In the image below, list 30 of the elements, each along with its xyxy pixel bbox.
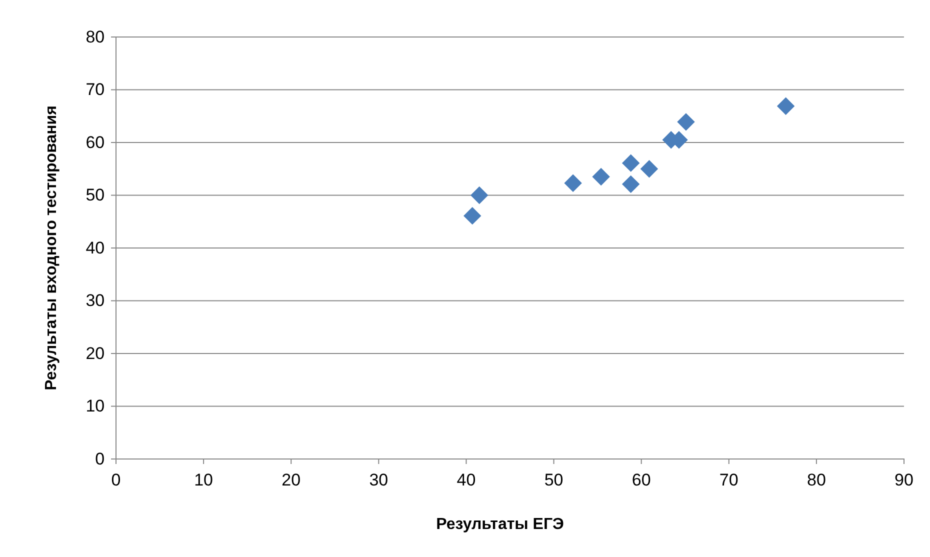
y-tick-label: 40 bbox=[86, 238, 105, 258]
x-axis-title: Результаты ЕГЭ bbox=[436, 516, 564, 533]
y-axis-title: Результаты входного тестирования bbox=[43, 106, 60, 390]
point bbox=[463, 206, 482, 225]
point bbox=[776, 97, 795, 115]
y-tick-label: 80 bbox=[86, 27, 105, 46]
y-tick-label: 30 bbox=[86, 291, 105, 310]
y-tick-label: 20 bbox=[86, 344, 105, 363]
point bbox=[640, 160, 658, 178]
x-tick-label: 50 bbox=[544, 470, 564, 490]
x-tick-label: 70 bbox=[719, 470, 738, 490]
x-tick-label: 90 bbox=[894, 470, 914, 490]
point bbox=[677, 113, 695, 131]
x-tick-label: 80 bbox=[806, 470, 826, 490]
y-tick-label: 0 bbox=[95, 449, 105, 468]
point bbox=[470, 186, 488, 204]
x-tick-label: 0 bbox=[111, 470, 121, 490]
x-tick-label: 10 bbox=[194, 470, 214, 490]
x-tick-label: 40 bbox=[456, 470, 476, 490]
x-tick-label: 20 bbox=[282, 470, 301, 490]
x-tick-label: 30 bbox=[369, 470, 388, 490]
point bbox=[564, 174, 582, 192]
x-tick-label: 60 bbox=[632, 470, 651, 490]
y-tick-label: 50 bbox=[86, 186, 105, 205]
point bbox=[622, 154, 640, 172]
y-tick-label: 70 bbox=[86, 80, 105, 100]
y-tick-label: 60 bbox=[86, 132, 105, 152]
y-tick-label: 10 bbox=[86, 396, 105, 416]
point bbox=[592, 168, 610, 186]
point bbox=[622, 175, 640, 194]
